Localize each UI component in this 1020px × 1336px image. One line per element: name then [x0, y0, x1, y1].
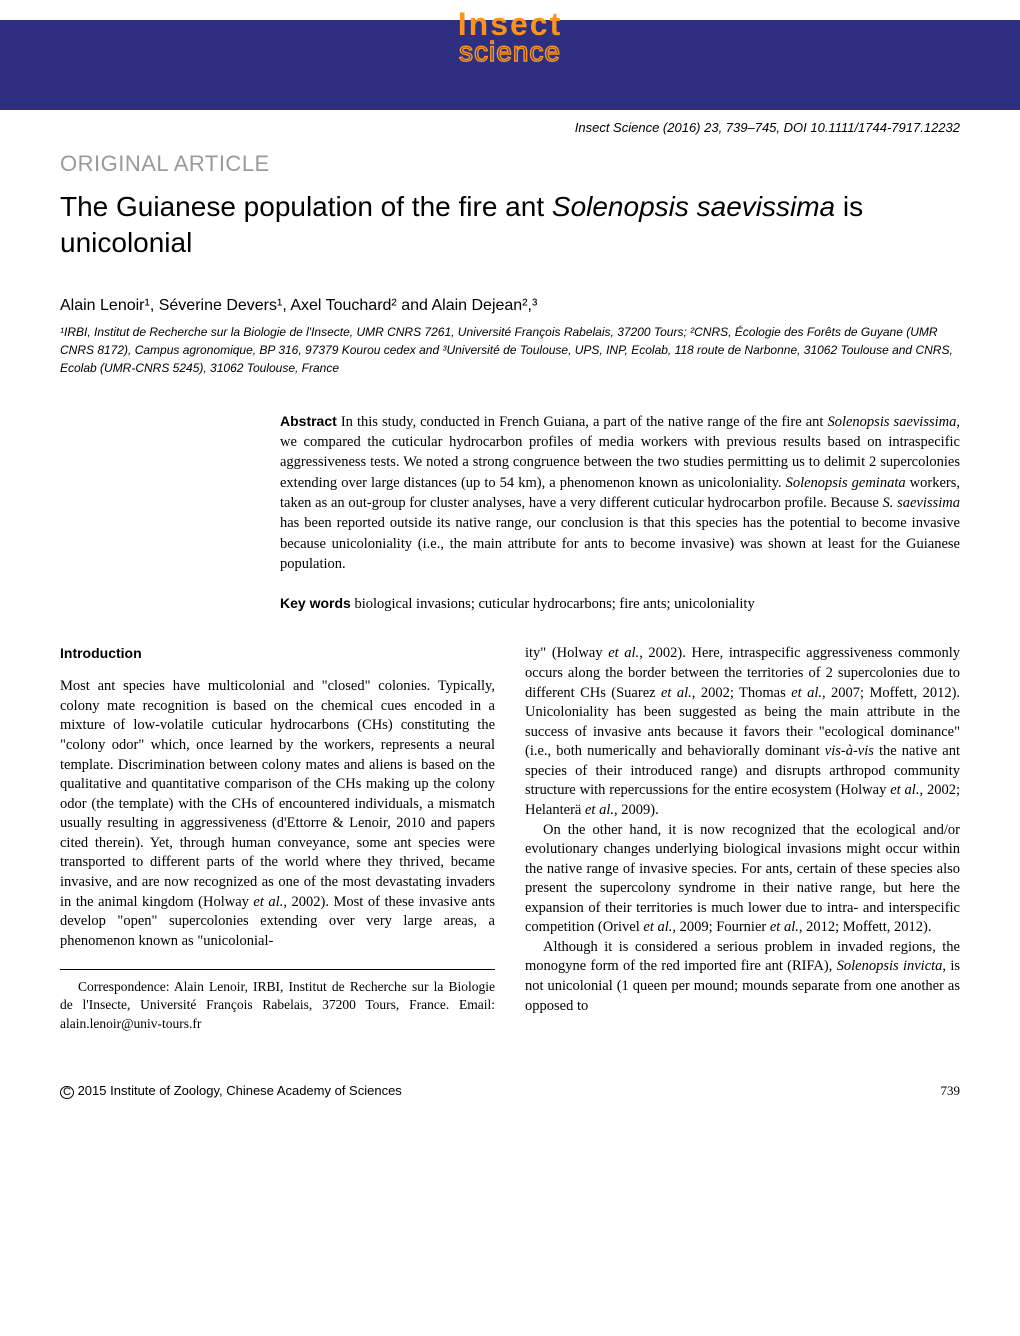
- introduction-heading: Introduction: [60, 644, 495, 663]
- authors-list: Alain Lenoir¹, Séverine Devers¹, Axel To…: [0, 282, 1020, 323]
- correspondence-block: Correspondence: Alain Lenoir, IRBI, Inst…: [60, 969, 495, 1033]
- logo-insect-text: Insect: [458, 10, 562, 39]
- keywords-label: Key words: [280, 595, 351, 611]
- keywords-text: biological invasions; cuticular hydrocar…: [351, 596, 755, 612]
- article-type-label: ORIGINAL ARTICLE: [0, 143, 1020, 189]
- copyright-icon: C: [60, 1086, 74, 1099]
- abstract-block: Abstract In this study, conducted in Fre…: [0, 402, 1020, 584]
- left-paragraph-1: Most ant species have multicolonial and …: [60, 677, 495, 951]
- left-column: Introduction Most ant species have multi…: [60, 644, 495, 1032]
- logo-science-text: science: [458, 39, 562, 64]
- affiliations: ¹IRBI, Institut de Recherche sur la Biol…: [0, 323, 1020, 402]
- footer-page-number: 739: [941, 1083, 961, 1099]
- journal-logo: Insect science: [458, 10, 562, 64]
- right-column: ity" (Holway et al., 2002). Here, intras…: [525, 644, 960, 1032]
- right-paragraph-1: ity" (Holway et al., 2002). Here, intras…: [525, 644, 960, 820]
- title-text-before: The Guianese population of the fire ant: [60, 191, 552, 222]
- footer-left-text: 2015 Institute of Zoology, Chinese Acade…: [78, 1083, 402, 1098]
- right-paragraph-3: Although it is considered a serious prob…: [525, 938, 960, 1016]
- abstract-label: Abstract: [280, 413, 337, 429]
- abstract-text: In this study, conducted in French Guian…: [280, 414, 960, 572]
- body-two-column: Introduction Most ant species have multi…: [0, 639, 1020, 1052]
- article-title: The Guianese population of the fire ant …: [0, 189, 1020, 282]
- page-footer: C 2015 Institute of Zoology, Chinese Aca…: [0, 1053, 1020, 1119]
- footer-copyright: C 2015 Institute of Zoology, Chinese Aca…: [60, 1083, 402, 1099]
- citation-line: Insect Science (2016) 23, 739–745, DOI 1…: [0, 110, 1020, 143]
- keywords-block: Key words biological invasions; cuticula…: [0, 584, 1020, 639]
- right-paragraph-2: On the other hand, it is now recognized …: [525, 821, 960, 938]
- header-banner: Insect science: [0, 20, 1020, 110]
- title-species: Solenopsis saevissima: [552, 191, 835, 222]
